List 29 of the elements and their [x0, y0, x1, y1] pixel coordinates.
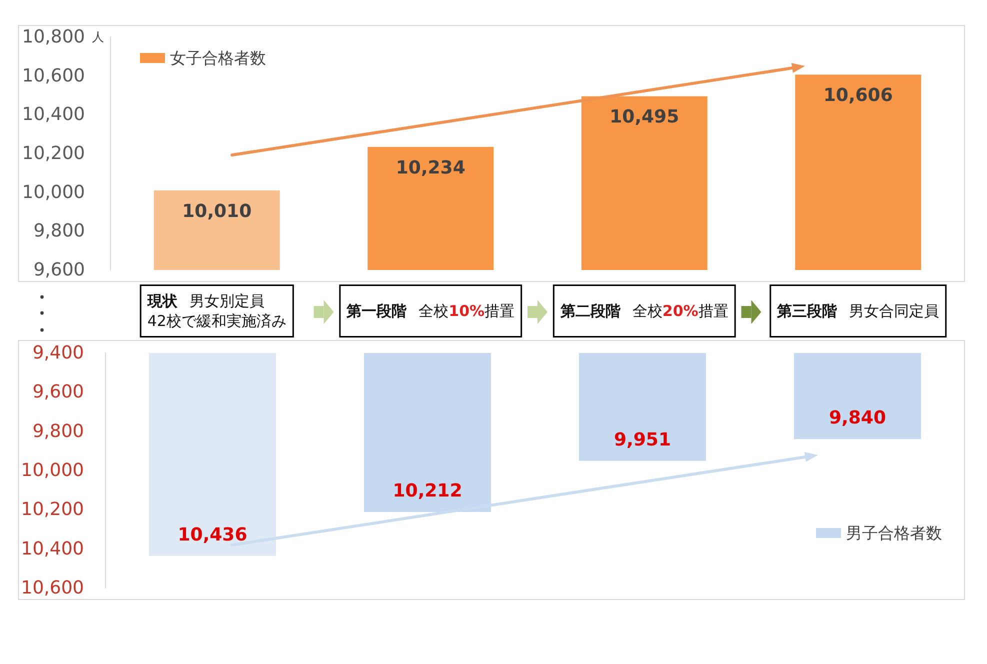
y-tick-label: 10,200: [22, 143, 85, 164]
data-label: 10,495: [610, 106, 680, 128]
y-tick-label: 10,600: [21, 578, 84, 598]
y-tick-label: 9,800: [33, 220, 85, 242]
y-tick-label: 9,400: [32, 342, 84, 364]
y-tick-label: 10,800: [22, 26, 85, 48]
data-label: 10,234: [396, 157, 466, 178]
x-tick-label: 現状 男女別定員 42校で緩和実施済み: [146, 292, 286, 330]
y-axis-title: 人: [92, 30, 104, 44]
legend-label: 女子合格者数: [170, 48, 266, 68]
y-tick-label: 9,600: [32, 382, 84, 403]
y-tick-label: 10,000: [22, 182, 85, 203]
y-tick-label: 10,400: [22, 104, 85, 126]
data-label: 10,010: [182, 200, 252, 222]
x-tick-label: 第二段階 全校20%措置: [559, 302, 728, 320]
y-tick-label: 9,600: [33, 260, 85, 280]
data-label: 9,840: [829, 408, 886, 429]
y-tick-label: 10,200: [21, 499, 84, 520]
data-label: 10,212: [392, 480, 462, 502]
x-tick-label: 第三段階 男女合同定員: [776, 302, 940, 320]
data-label: 9,951: [614, 429, 671, 450]
legend-label: 男子合格者数: [846, 524, 942, 542]
x-tick-label: 第一段階 全校10%措置: [346, 302, 515, 320]
data-label: 10,606: [823, 85, 893, 106]
y-tick-label: 10,400: [21, 538, 84, 560]
y-tick-label: 10,000: [21, 460, 84, 481]
data-label: 10,436: [178, 524, 248, 546]
y-tick-label: 9,800: [32, 420, 84, 442]
y-tick-label: 10,600: [22, 65, 85, 86]
